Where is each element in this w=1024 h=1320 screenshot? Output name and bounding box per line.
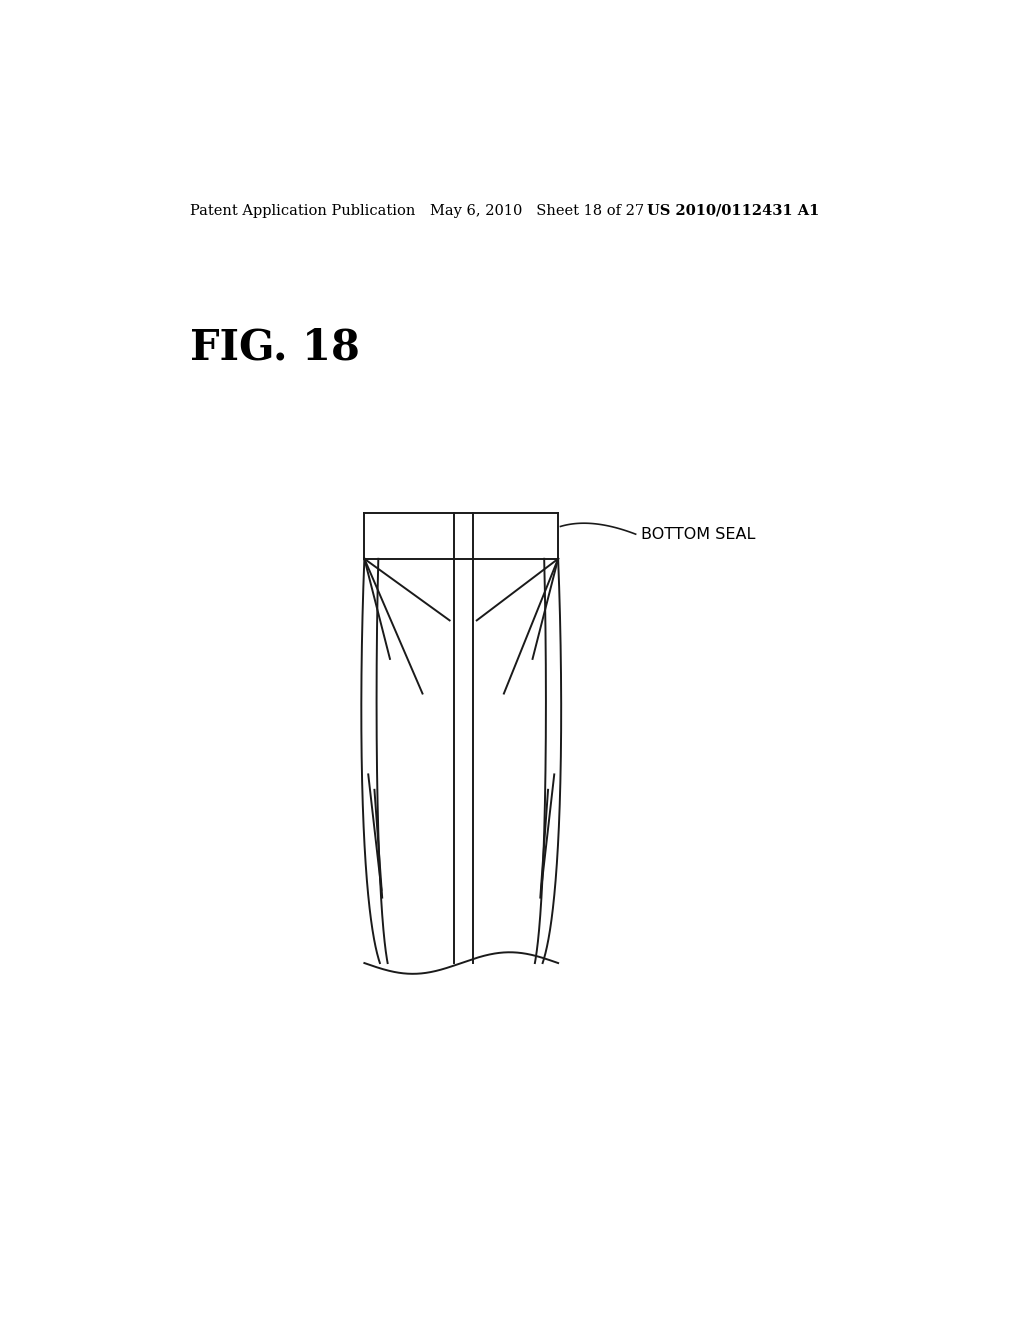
Text: US 2010/0112431 A1: US 2010/0112431 A1 bbox=[647, 203, 819, 218]
Text: May 6, 2010   Sheet 18 of 27: May 6, 2010 Sheet 18 of 27 bbox=[430, 203, 644, 218]
Text: BOTTOM SEAL: BOTTOM SEAL bbox=[641, 527, 756, 541]
Text: FIG. 18: FIG. 18 bbox=[190, 326, 359, 368]
Text: Patent Application Publication: Patent Application Publication bbox=[190, 203, 416, 218]
